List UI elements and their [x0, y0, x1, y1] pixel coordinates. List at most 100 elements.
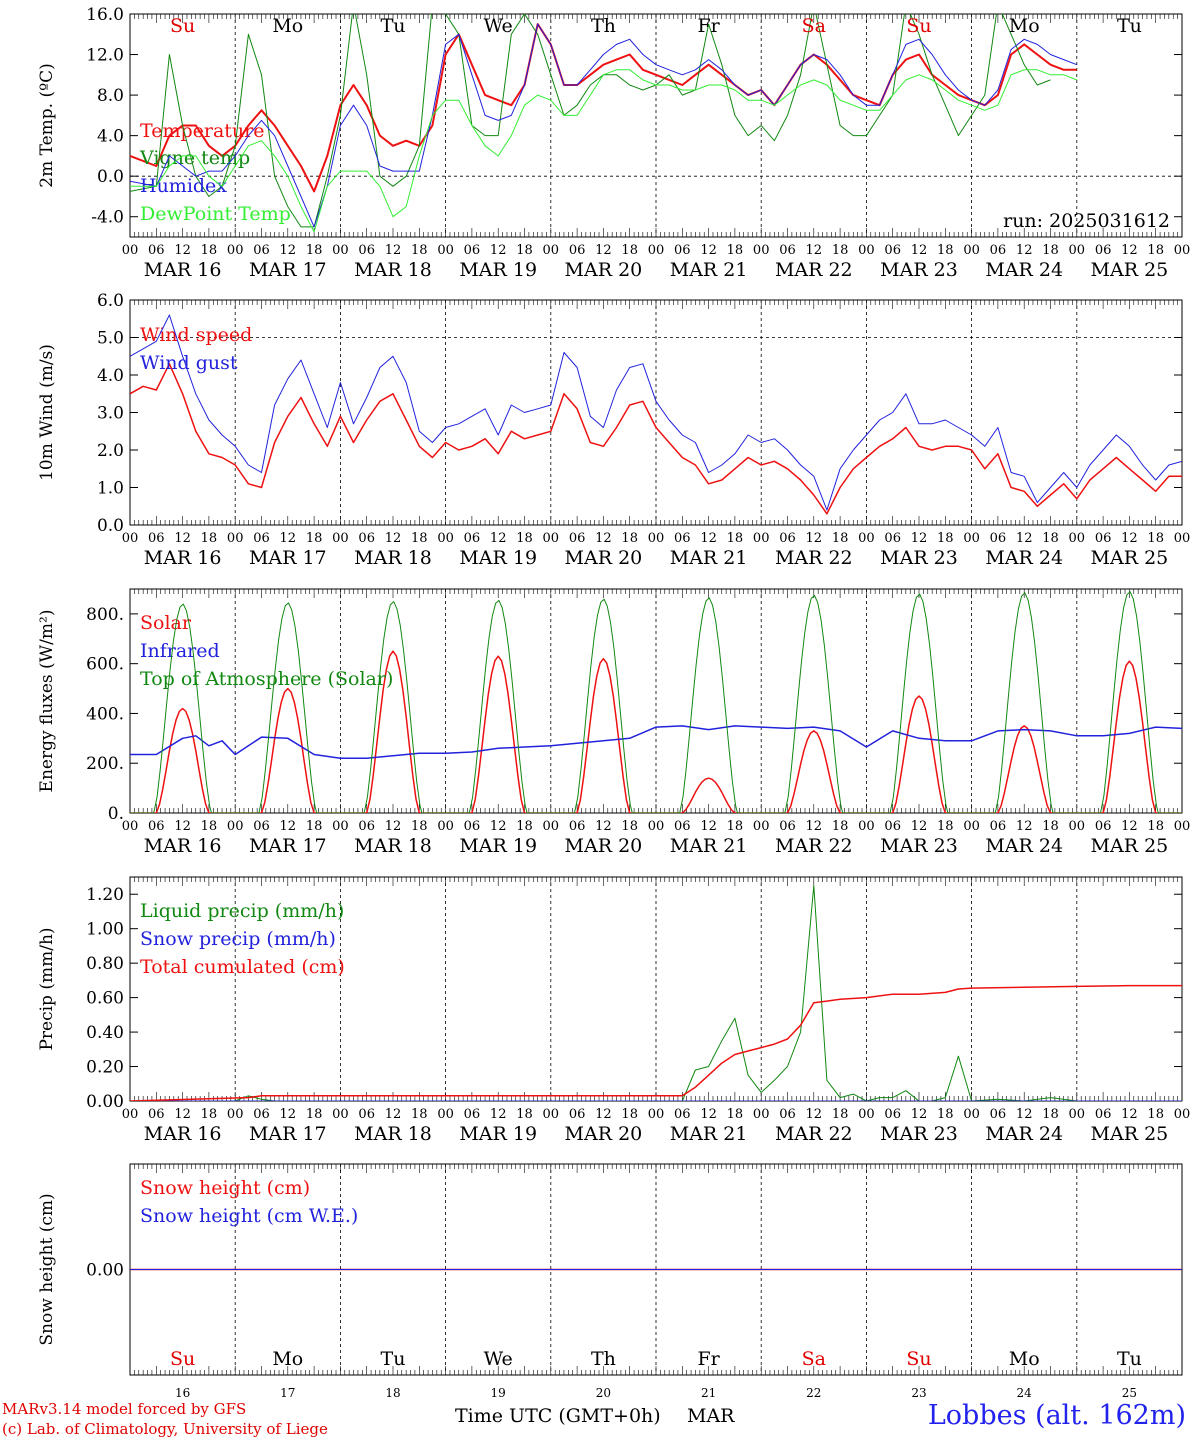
x-hour-label: 18 [1042, 531, 1059, 546]
day-name-label: Tu [1117, 15, 1142, 37]
legend-entry: Liquid precip (mm/h) [140, 900, 344, 922]
x-hour-label: 18 [1042, 819, 1059, 834]
x-date-label: MAR 23 [880, 835, 958, 857]
series-line-humidex [130, 23, 1077, 228]
x-hour-label: 06 [990, 531, 1007, 546]
x-hour-label: 18 [727, 1107, 744, 1122]
x-hour-label: 18 [201, 243, 218, 258]
y-tick-label: 400. [86, 704, 124, 724]
x-hour-label: 06 [779, 819, 796, 834]
series-line-solar [130, 650, 1182, 813]
x-date-label: MAR 20 [565, 547, 643, 569]
x-hour-label: 06 [674, 531, 691, 546]
legend-entry: Solar [140, 612, 192, 634]
x-hour-label: 06 [569, 243, 586, 258]
x-hour-label: 06 [253, 819, 270, 834]
series-line-dewpoint-temp [130, 69, 1077, 233]
legend-entry: Snow height (cm W.E.) [140, 1205, 358, 1227]
x-hour-label: 12 [595, 1107, 612, 1122]
legend-entry: Snow height (cm) [140, 1177, 310, 1199]
x-hour-label: 12 [385, 1107, 402, 1122]
x-hour-label: 00 [1174, 819, 1191, 834]
series-line-temperature [130, 23, 1077, 193]
x-hour-label: 00 [332, 819, 349, 834]
day-name-label: Th [591, 15, 616, 37]
x-hour-label: 00 [858, 531, 875, 546]
x-date-label: MAR 21 [670, 547, 748, 569]
x-hour-label: 12 [700, 243, 717, 258]
x-date-label: MAR 20 [565, 1123, 643, 1145]
x-hour-label: 06 [464, 243, 481, 258]
day-name-label: Tu [1117, 1348, 1142, 1370]
x-hour-label: 06 [569, 1107, 586, 1122]
day-number-label: 18 [385, 1386, 400, 1400]
x-hour-label: 00 [1069, 243, 1086, 258]
x-hour-label: 18 [832, 1107, 849, 1122]
day-name-label: Sa [802, 1348, 826, 1370]
x-hour-label: 00 [753, 1107, 770, 1122]
x-hour-label: 18 [306, 531, 323, 546]
x-hour-label: 12 [490, 1107, 507, 1122]
x-hour-label: 00 [1174, 1107, 1191, 1122]
y-tick-label: 1.00 [86, 920, 124, 940]
x-date-label: MAR 19 [459, 1123, 537, 1145]
day-name-label: We [484, 1348, 513, 1370]
x-hour-label: 12 [595, 531, 612, 546]
x-hour-label: 06 [1095, 531, 1112, 546]
x-hour-label: 18 [937, 243, 954, 258]
y-tick-label: 0.00 [86, 1261, 124, 1281]
x-date-label: MAR 16 [144, 259, 222, 281]
legend-entry: Top of Atmosphere (Solar) [140, 668, 393, 690]
x-hour-label: 06 [674, 1107, 691, 1122]
x-date-label: MAR 22 [775, 835, 853, 857]
x-axis-title: Time UTC (GMT+0h) [455, 1405, 661, 1427]
x-hour-label: 18 [516, 819, 533, 834]
x-date-label: MAR 22 [775, 547, 853, 569]
x-hour-label: 12 [1016, 819, 1033, 834]
y-axis-title-snow: Snow height (cm) [37, 1193, 57, 1345]
x-date-label: MAR 17 [249, 1123, 327, 1145]
y-tick-label: 600. [86, 655, 124, 675]
day-name-label: We [484, 15, 513, 37]
x-hour-label: 18 [411, 243, 428, 258]
x-hour-label: 12 [1121, 819, 1138, 834]
legend-entry: Infrared [140, 640, 220, 662]
x-hour-label: 18 [411, 1107, 428, 1122]
panel-frame-energy [129, 588, 1183, 814]
x-hour-label: 06 [148, 531, 165, 546]
x-date-label: MAR 23 [880, 1123, 958, 1145]
x-hour-label: 00 [543, 243, 560, 258]
x-hour-label: 12 [806, 819, 823, 834]
series-line-liquid-precip-mm-h- [130, 885, 1182, 1101]
x-hour-label: 12 [806, 531, 823, 546]
x-hour-label: 00 [543, 819, 560, 834]
x-date-label: MAR 19 [459, 547, 537, 569]
day-name-label: Mo [272, 15, 303, 37]
x-date-label: MAR 24 [985, 547, 1063, 569]
x-hour-label: 06 [253, 531, 270, 546]
x-date-label: MAR 18 [354, 835, 432, 857]
x-hour-label: 12 [1016, 531, 1033, 546]
x-hour-label: 06 [358, 819, 375, 834]
x-hour-label: 06 [148, 819, 165, 834]
x-hour-label: 06 [779, 1107, 796, 1122]
y-tick-label: 0. [108, 804, 124, 824]
x-date-label: MAR 21 [670, 1123, 748, 1145]
x-hour-label: 06 [464, 531, 481, 546]
x-hour-label: 00 [227, 531, 244, 546]
x-hour-label: 06 [779, 243, 796, 258]
series-line-vigne-temp [130, 14, 1051, 228]
x-hour-label: 12 [280, 531, 297, 546]
y-tick-label: 0.40 [86, 1023, 124, 1043]
x-date-label: MAR 19 [459, 259, 537, 281]
x-hour-label: 00 [858, 243, 875, 258]
day-name-label: Fr [697, 15, 720, 37]
x-hour-label: 00 [858, 819, 875, 834]
x-date-label: MAR 22 [775, 1123, 853, 1145]
y-tick-label: 0.00 [86, 1092, 124, 1112]
day-number-label: 24 [1017, 1386, 1033, 1400]
x-date-label: MAR 23 [880, 259, 958, 281]
x-hour-label: 06 [569, 531, 586, 546]
x-hour-label: 00 [648, 531, 665, 546]
x-hour-label: 00 [332, 531, 349, 546]
